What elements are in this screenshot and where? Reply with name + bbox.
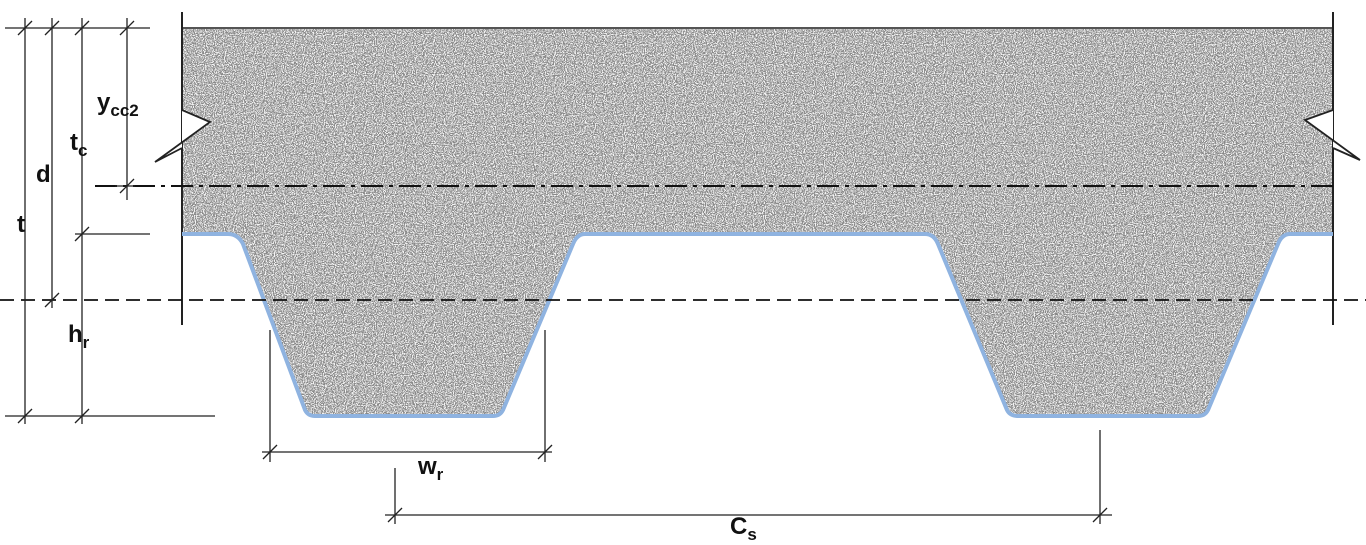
label-cs: Cs xyxy=(730,513,757,544)
label-t: t xyxy=(17,211,25,238)
label-ycc2: ycc2 xyxy=(97,89,139,120)
label-wr: wr xyxy=(417,453,444,484)
label-d: d xyxy=(36,161,51,188)
label-hr: hr xyxy=(68,321,90,352)
break-mark xyxy=(1303,109,1361,161)
dimension-lines xyxy=(5,18,1112,524)
break-mark xyxy=(154,109,212,163)
concrete-texture xyxy=(182,28,1333,416)
label-tc: tc xyxy=(70,129,87,160)
steel-deck xyxy=(182,232,1333,418)
